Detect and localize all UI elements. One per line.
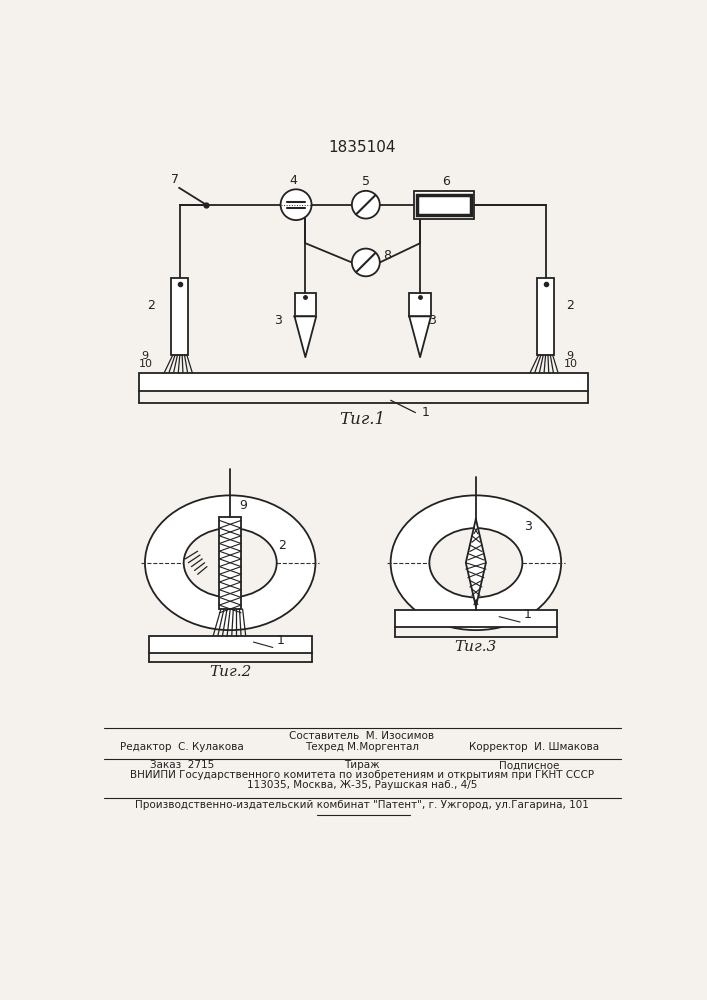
Polygon shape [295,316,316,357]
Text: 3: 3 [428,314,436,327]
Text: Подписное: Подписное [499,760,559,770]
Text: 9: 9 [141,351,148,361]
Text: 2: 2 [147,299,155,312]
Bar [171,278,188,355]
Text: Τиг.2: Τиг.2 [209,665,252,679]
Bar [417,195,472,215]
Text: 3: 3 [524,520,532,533]
Text: Τиг.3: Τиг.3 [455,640,497,654]
Text: Тираж: Тираж [344,760,380,770]
Text: 6: 6 [443,175,450,188]
Text: 113035, Москва, Ж-35, Раушская наб., 4/5: 113035, Москва, Ж-35, Раушская наб., 4/5 [247,780,477,790]
Text: 2: 2 [566,299,573,312]
Text: 1: 1 [524,608,532,621]
Bar [414,191,474,219]
Text: 1835104: 1835104 [328,140,396,155]
Bar [295,293,316,316]
Ellipse shape [145,495,315,630]
Polygon shape [409,316,431,357]
Ellipse shape [184,528,276,597]
Text: Редактор  С. Кулакова: Редактор С. Кулакова [119,742,243,752]
Text: 3: 3 [274,314,282,327]
Circle shape [352,249,380,276]
Bar [409,293,431,316]
Text: 8: 8 [383,249,391,262]
Bar [149,636,312,653]
Bar [139,373,588,391]
Circle shape [352,191,380,219]
Bar [219,517,241,609]
Text: 10: 10 [563,359,578,369]
Text: 4: 4 [290,174,298,187]
Text: 9: 9 [240,499,247,512]
Ellipse shape [429,528,522,597]
Ellipse shape [391,495,561,630]
Text: 7: 7 [171,173,179,186]
Bar [537,278,554,355]
Text: Техред М.Моргентал: Техред М.Моргентал [305,742,419,752]
Text: Составитель  М. Изосимов: Составитель М. Изосимов [289,731,435,741]
Text: Производственно-издательский комбинат "Патент", г. Ужгород, ул.Гагарина, 101: Производственно-издательский комбинат "П… [135,800,589,810]
Text: ВНИИПИ Государственного комитета по изобретениям и открытиям при ГКНТ СССР: ВНИИПИ Государственного комитета по изоб… [130,770,594,780]
Bar [395,610,557,627]
Text: 9: 9 [566,351,573,361]
Text: 10: 10 [139,359,153,369]
Text: Τиг.1: Τиг.1 [339,411,385,428]
Circle shape [281,189,312,220]
Text: 1: 1 [276,634,285,647]
Text: Корректор  И. Шмакова: Корректор И. Шмакова [469,742,599,752]
Text: 5: 5 [362,175,370,188]
Text: 1: 1 [421,406,429,419]
Text: 2: 2 [279,539,286,552]
Polygon shape [466,519,486,607]
Text: Заказ  2715: Заказ 2715 [151,760,215,770]
